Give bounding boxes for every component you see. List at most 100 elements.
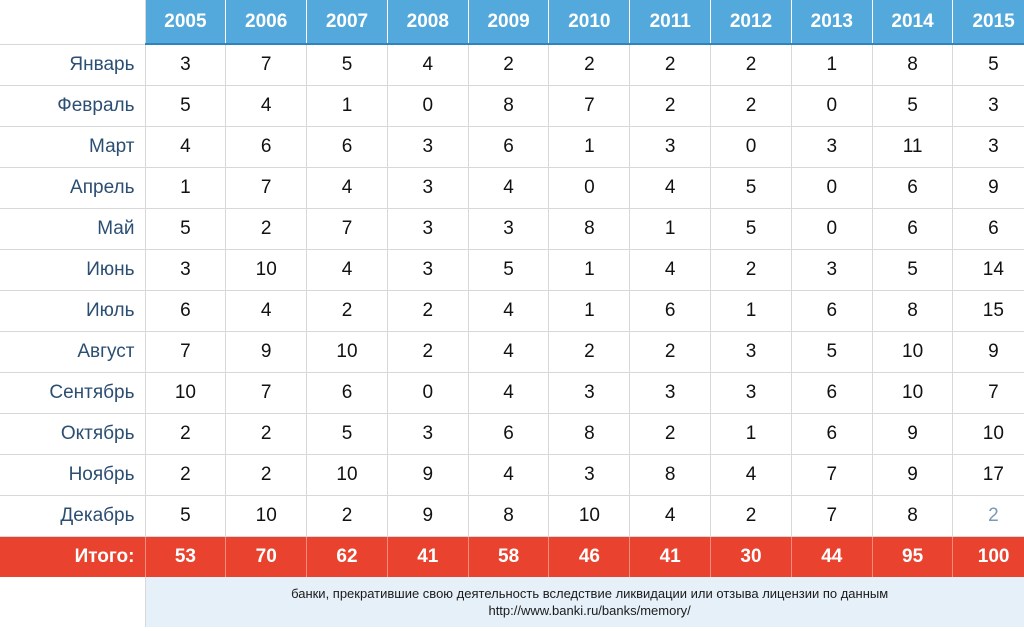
table-body: Январь 3 7 5 4 2 2 2 2 1 8 5 Февраль 5 4 1 0 8 7 2 2 0 5 3 Март 4… <box>0 43 1024 537</box>
total-cell: 53 <box>144 536 226 577</box>
value-cell: 2 <box>306 494 388 537</box>
value-cell: 6 <box>871 207 954 250</box>
value-cell: 10 <box>306 330 388 373</box>
value-cell: 5 <box>144 207 227 250</box>
year-header-2012: 2012 <box>710 0 792 45</box>
value-cell: 9 <box>952 330 1024 373</box>
value-cell: 0 <box>710 125 792 168</box>
value-cell: 0 <box>790 207 873 250</box>
value-cell: 10 <box>952 412 1024 455</box>
value-cell: 7 <box>225 43 308 86</box>
month-label: Ноябрь <box>0 453 146 496</box>
value-cell: 2 <box>225 412 308 455</box>
value-cell: 2 <box>629 84 712 127</box>
value-cell: 3 <box>386 125 469 168</box>
value-cell: 2 <box>467 43 550 86</box>
value-cell: 4 <box>225 289 308 332</box>
value-cell: 3 <box>952 125 1024 168</box>
value-cell: 2 <box>710 43 792 86</box>
table-row: Декабрь 5 10 2 9 8 10 4 2 7 8 2 <box>0 494 1024 537</box>
month-label: Сентябрь <box>0 371 146 414</box>
value-cell: 7 <box>790 494 873 537</box>
value-cell: 4 <box>467 166 550 209</box>
value-cell: 5 <box>144 494 227 537</box>
footnote-source-link[interactable]: http://www.banki.ru/banks/memory/ <box>488 603 691 618</box>
value-cell: 10 <box>225 494 308 537</box>
value-cell: 6 <box>790 412 873 455</box>
value-cell: 4 <box>386 43 469 86</box>
month-label: Март <box>0 125 146 168</box>
total-cell: 41 <box>386 536 469 577</box>
year-header-2010: 2010 <box>548 0 630 45</box>
value-cell: 6 <box>790 371 873 414</box>
year-header-2008: 2008 <box>386 0 469 45</box>
value-cell: 17 <box>952 453 1024 496</box>
month-label: Октябрь <box>0 412 146 455</box>
value-cell: 2 <box>548 330 631 373</box>
table-row: Март 4 6 6 3 6 1 3 0 3 11 3 <box>0 125 1024 168</box>
value-cell: 0 <box>548 166 631 209</box>
value-cell: 2 <box>386 289 469 332</box>
total-cell: 100 <box>952 536 1024 577</box>
value-cell: 5 <box>306 43 388 86</box>
year-header-2006: 2006 <box>225 0 307 45</box>
value-cell: 2 <box>710 84 792 127</box>
footnote-text: банки, прекратившие свою деятельность вс… <box>291 586 889 601</box>
value-cell: 2 <box>225 207 308 250</box>
value-cell: 2 <box>225 453 308 496</box>
value-cell: 1 <box>548 248 631 291</box>
value-cell: 5 <box>871 248 954 291</box>
value-cell: 2 <box>710 494 792 537</box>
year-header-2014: 2014 <box>871 0 953 45</box>
table-row: Январь 3 7 5 4 2 2 2 2 1 8 5 <box>0 43 1024 86</box>
value-cell: 6 <box>629 289 712 332</box>
total-cell: 46 <box>548 536 630 577</box>
value-cell: 8 <box>548 207 631 250</box>
value-cell: 7 <box>548 84 631 127</box>
value-cell: 6 <box>306 125 388 168</box>
value-cell: 3 <box>629 371 712 414</box>
value-cell: 5 <box>467 248 550 291</box>
value-cell: 8 <box>467 494 550 537</box>
value-cell: 3 <box>386 248 469 291</box>
value-cell: 3 <box>548 453 631 496</box>
value-cell: 6 <box>790 289 873 332</box>
value-cell: 3 <box>386 166 469 209</box>
value-cell: 4 <box>144 125 227 168</box>
month-label: Февраль <box>0 84 146 127</box>
value-cell: 7 <box>144 330 227 373</box>
value-cell: 1 <box>629 207 712 250</box>
value-cell: 9 <box>386 453 469 496</box>
value-cell: 10 <box>871 371 954 414</box>
table-row: Август 7 9 10 2 4 2 2 3 5 10 9 <box>0 330 1024 373</box>
value-cell: 5 <box>790 330 873 373</box>
year-header-2009: 2009 <box>467 0 549 45</box>
value-cell: 3 <box>952 84 1024 127</box>
corner-cell <box>0 0 146 44</box>
value-cell: 1 <box>548 125 631 168</box>
value-cell: 2 <box>144 453 227 496</box>
value-cell: 6 <box>306 371 388 414</box>
footnote-blank-cell <box>0 577 146 627</box>
value-cell: 15 <box>952 289 1024 332</box>
value-cell: 3 <box>144 248 227 291</box>
value-cell: 0 <box>386 84 469 127</box>
table-row: Июль 6 4 2 2 4 1 6 1 6 8 15 <box>0 289 1024 332</box>
month-label: Июнь <box>0 248 146 291</box>
value-cell: 4 <box>629 166 712 209</box>
value-cell: 6 <box>467 412 550 455</box>
footnote-row: банки, прекратившие свою деятельность вс… <box>0 577 1024 627</box>
value-cell: 4 <box>306 248 388 291</box>
month-label: Август <box>0 330 146 373</box>
value-cell: 5 <box>710 207 792 250</box>
value-cell: 6 <box>144 289 227 332</box>
value-cell: 2 <box>144 412 227 455</box>
value-cell: 0 <box>790 166 873 209</box>
value-cell: 6 <box>952 207 1024 250</box>
table-row: Июнь 3 10 4 3 5 1 4 2 3 5 14 <box>0 248 1024 291</box>
value-cell: 10 <box>306 453 388 496</box>
year-header-2015: 2015 <box>952 0 1024 45</box>
year-header-2005: 2005 <box>144 0 226 45</box>
value-cell: 4 <box>306 166 388 209</box>
